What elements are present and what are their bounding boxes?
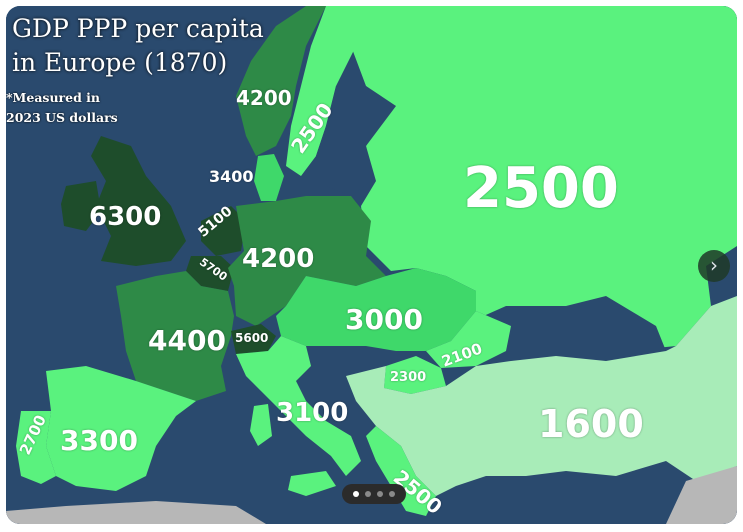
region-north-africa (6, 501, 266, 524)
chevron-right-icon: › (710, 253, 718, 277)
label-ottoman: 1600 (538, 402, 644, 446)
map-title-line-2: in Europe (1870) (12, 48, 228, 77)
region-switzerland (231, 324, 276, 354)
region-sweden (286, 6, 356, 176)
map-note-line-2: 2023 US dollars (6, 110, 118, 125)
label-russia: 2500 (463, 156, 619, 221)
europe-map (6, 6, 737, 524)
region-ireland (61, 181, 101, 231)
sea-baltic (316, 86, 386, 196)
carousel-dot-1[interactable] (353, 491, 359, 497)
region-ottoman (346, 296, 737, 496)
region-belgium (186, 256, 234, 291)
label-italy: 3100 (276, 398, 349, 428)
region-spain (46, 366, 196, 491)
label-germany: 4200 (242, 244, 315, 274)
carousel-dots (342, 484, 406, 504)
label-denmark: 3400 (209, 167, 254, 186)
region-russia (336, 6, 737, 351)
region-romania (426, 311, 511, 368)
label-austria-hungary: 3000 (345, 303, 423, 336)
region-east-gray (666, 466, 737, 524)
map-title-line-1: GDP PPP per capita (12, 14, 264, 43)
region-sicily (288, 471, 336, 496)
region-bulgaria (384, 356, 446, 394)
region-austria-hungary (276, 268, 476, 351)
region-germany (228, 196, 386, 326)
region-italy (236, 336, 361, 476)
region-sardinia (250, 404, 272, 446)
map-note-line-1: *Measured in (6, 90, 101, 105)
carousel-next-button[interactable]: › (698, 250, 730, 282)
label-switzerland: 5600 (235, 331, 269, 345)
map-note: *Measured in 2023 US dollars (6, 88, 118, 128)
map-title: GDP PPP per capita in Europe (1870) (12, 12, 264, 80)
region-portugal (16, 411, 56, 484)
label-uk: 6300 (89, 202, 162, 232)
label-france: 4400 (148, 324, 226, 357)
carousel-dot-2[interactable] (365, 491, 371, 497)
carousel-dot-4[interactable] (389, 491, 395, 497)
region-netherlands (201, 206, 246, 256)
sea-black (461, 296, 666, 361)
label-norway: 4200 (236, 86, 292, 110)
carousel-dot-3[interactable] (377, 491, 383, 497)
map-frame: GDP PPP per capita in Europe (1870) *Mea… (6, 6, 737, 524)
region-norway (236, 6, 326, 156)
region-greece (366, 426, 436, 516)
label-bulgaria: 2300 (390, 370, 427, 385)
region-denmark (254, 154, 284, 201)
region-france (116, 271, 234, 401)
region-uk (91, 136, 186, 266)
label-spain: 3300 (60, 424, 138, 457)
